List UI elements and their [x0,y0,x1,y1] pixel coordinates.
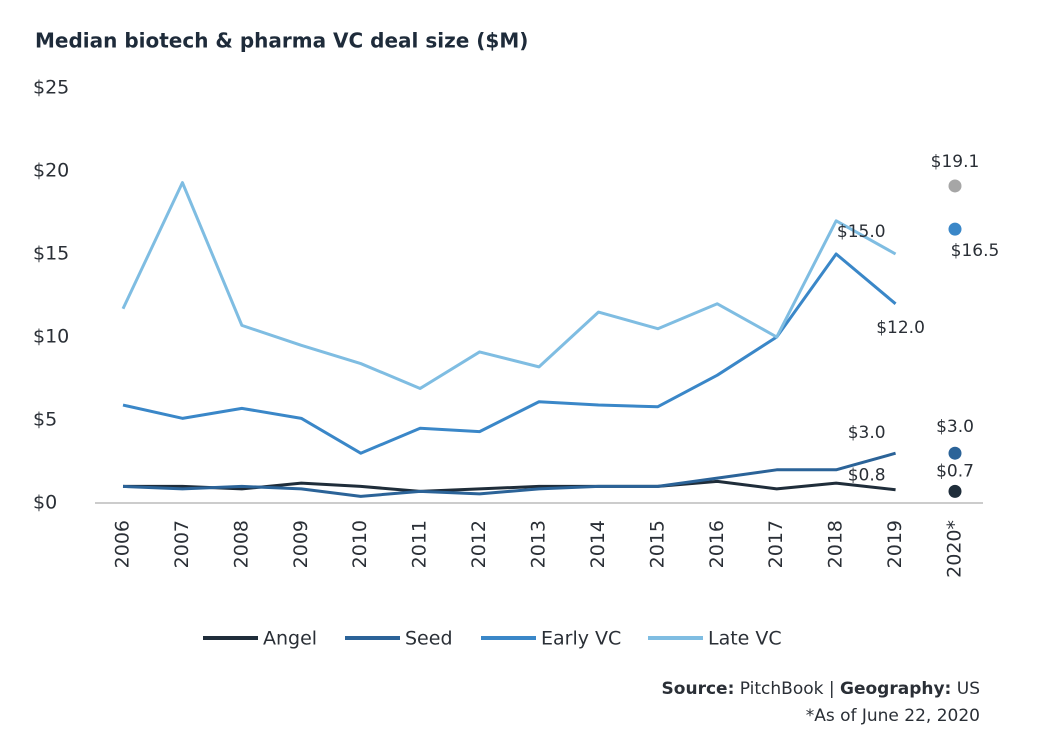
y-tick-label: $5 [33,409,57,431]
y-tick-label: $20 [33,160,69,182]
x-tick-label: 2018 [825,520,847,568]
x-tick-label: 2012 [468,520,490,568]
ytd-label: $19.1 [931,152,980,172]
x-tick-label: 2008 [230,520,252,568]
legend-label: Early VC [541,628,621,650]
x-tick-label: 2015 [646,520,668,568]
x-tick-label: 2006 [112,520,134,568]
x-tick-label: 2016 [706,520,728,568]
note: *As of June 22, 2020 [806,706,980,726]
ytd-dot [948,484,962,498]
ytd-label: $16.5 [951,241,1000,261]
x-tick-label: 2011 [409,520,431,568]
legend-label: Seed [405,628,453,650]
x-tick-label: 2007 [171,520,193,568]
ytd-label: $0.7 [936,461,974,481]
x-tick-label: 2014 [587,520,609,568]
x-tick-label: 2019 [884,520,906,568]
source: Source: PitchBook | Geography: US [662,679,980,699]
source-text: PitchBook | [740,679,835,699]
ytd-dot [948,222,962,236]
x-tick-label: 2009 [290,520,312,568]
ytd-label: $3.0 [936,417,974,437]
legend-label: Late VC [708,628,782,650]
geo-label: Geography: [840,679,951,699]
y-tick-label: $25 [33,77,69,99]
y-tick-label: $0 [33,492,57,514]
ytd-dot [948,179,962,193]
source-label: Source: [662,679,735,699]
chart-title: Median biotech & pharma VC deal size ($M… [35,29,528,53]
ytd-dot [948,446,962,460]
line-3 [121,181,897,390]
value-label: $15.0 [837,222,886,242]
geo-text: US [957,679,980,699]
line-1 [122,451,896,498]
y-tick-label: $15 [33,243,69,265]
x-tick-label: 2020* [944,520,966,578]
x-tick-label: 2013 [528,520,550,568]
value-label: $3.0 [848,423,886,443]
y-tick-label: $10 [33,326,69,348]
value-label: $0.8 [848,466,886,486]
x-tick-label: 2017 [765,520,787,568]
line-2 [122,252,897,455]
value-label: $12.0 [876,318,925,338]
x-tick-label: 2010 [349,520,371,568]
legend-label: Angel [263,628,317,650]
